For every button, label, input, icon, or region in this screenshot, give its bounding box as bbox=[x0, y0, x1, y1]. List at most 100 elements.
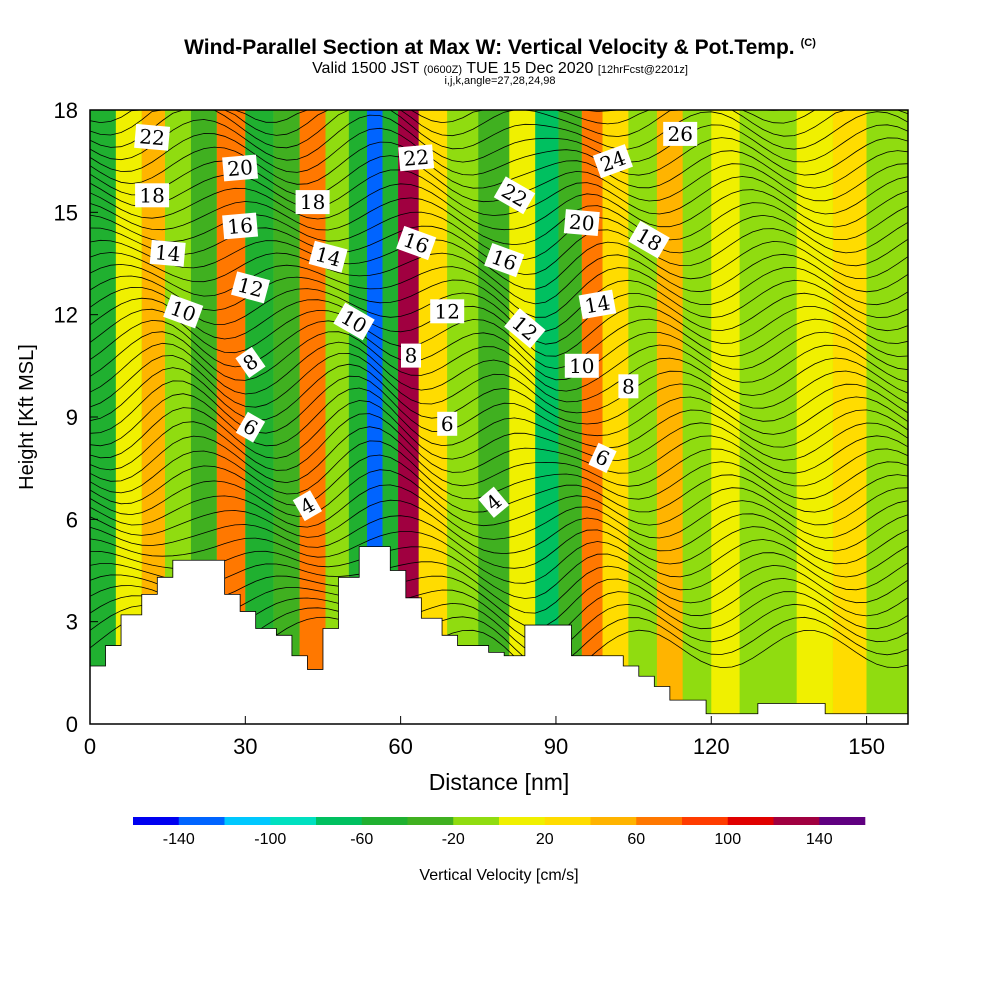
terrain-layer bbox=[89, 546, 909, 725]
valid-date: TUE 15 Dec 2020 bbox=[466, 60, 594, 77]
colorbar-swatch bbox=[270, 817, 317, 825]
isentrope-label-box bbox=[663, 121, 698, 146]
isentrope-line bbox=[89, 141, 909, 189]
y-axis-title: Height [Kft MSL] bbox=[16, 344, 38, 490]
isentrope-label: 16 bbox=[396, 225, 437, 261]
colorbar-tick-label: -60 bbox=[350, 831, 373, 848]
isentrope-label-box bbox=[134, 123, 171, 151]
colorbar-swatch bbox=[133, 817, 180, 825]
isentrope-label-text: 12 bbox=[434, 299, 459, 323]
isentrope-label-box bbox=[564, 353, 599, 378]
velocity-column bbox=[558, 110, 582, 724]
copyright-mark: (C) bbox=[800, 37, 816, 49]
velocity-column bbox=[628, 110, 657, 724]
colorbar-swatch bbox=[636, 817, 683, 825]
isentrope-label-box bbox=[222, 212, 259, 240]
isentrope-label: 10 bbox=[564, 353, 599, 378]
isentrope-line bbox=[89, 239, 909, 290]
colorbar-swatch bbox=[590, 817, 637, 825]
forecast-info: [12hrFcst@2201z] bbox=[597, 64, 688, 76]
isentrope-label: 20 bbox=[563, 209, 600, 237]
colorbar-swatch bbox=[361, 817, 408, 825]
colorbar-swatch bbox=[407, 817, 454, 825]
y-tick-label: 18 bbox=[54, 98, 78, 123]
chart-subtitle: Valid 1500 JST (0600Z) TUE 15 Dec 2020 [… bbox=[0, 60, 1000, 78]
isentrope-line bbox=[89, 413, 909, 474]
isentrope-line bbox=[89, 499, 909, 555]
isentrope-label: 16 bbox=[222, 212, 259, 240]
isentrope-line bbox=[89, 375, 909, 437]
isentrope-label-box bbox=[163, 294, 204, 329]
isentrope-label-box bbox=[484, 243, 525, 278]
velocity-column bbox=[273, 110, 300, 724]
isentrope-label-text: 22 bbox=[138, 124, 165, 150]
velocity-column bbox=[796, 110, 833, 724]
colorbar-swatch bbox=[819, 817, 866, 825]
isentrope-label: 18 bbox=[295, 190, 330, 215]
isentrope-label: 26 bbox=[663, 121, 698, 146]
x-axis: 0 30 60 90 120 150 bbox=[84, 716, 885, 759]
x-tick-label: 90 bbox=[544, 734, 568, 759]
colorbar-tick-label: 20 bbox=[536, 831, 554, 848]
colorbar-swatch bbox=[682, 817, 729, 825]
isentrope-label: 12 bbox=[230, 271, 271, 304]
velocity-column bbox=[765, 110, 797, 724]
isentrope-line bbox=[89, 484, 909, 540]
isentrope-label-box bbox=[308, 240, 348, 273]
x-tick-label: 0 bbox=[84, 734, 96, 759]
isentrope-line bbox=[89, 109, 909, 150]
isentrope-label: 8 bbox=[401, 343, 421, 368]
isentrope-label: 14 bbox=[149, 239, 186, 267]
y-tick-label: 15 bbox=[54, 200, 78, 225]
isentrope-label: 18 bbox=[135, 183, 170, 208]
isentrope-line bbox=[89, 127, 909, 176]
y-tick-label: 6 bbox=[66, 507, 78, 532]
isentrope-label-box bbox=[235, 346, 266, 378]
isentrope-label-text: 18 bbox=[139, 183, 164, 207]
isentrope-labels-layer: 2218141020161286181441022168126221612420… bbox=[134, 121, 698, 522]
terrain-mask bbox=[89, 546, 909, 725]
isentrope-line bbox=[89, 387, 909, 449]
colorbar-swatch bbox=[178, 817, 225, 825]
isentrope-label-text: 8 bbox=[405, 344, 418, 368]
isentrope-label: 4 bbox=[292, 490, 323, 522]
colorbar-title: Vertical Velocity [cm/s] bbox=[419, 867, 578, 884]
isentrope-label: 6 bbox=[588, 442, 617, 474]
isentrope-label-text: 26 bbox=[667, 122, 692, 146]
valid-utc: (0600Z) bbox=[423, 64, 463, 76]
colorbar-swatch bbox=[544, 817, 591, 825]
isentrope-line bbox=[89, 531, 909, 584]
isentrope-label-box bbox=[578, 289, 617, 320]
isentrope-label: 12 bbox=[430, 299, 465, 324]
isentrope-line bbox=[89, 308, 909, 370]
isentrope-line bbox=[89, 275, 909, 332]
isentrope-line bbox=[89, 515, 909, 569]
isentrope-line bbox=[89, 319, 909, 381]
colorbar-tick-label: -140 bbox=[163, 831, 195, 848]
isentrope-label: 12 bbox=[504, 308, 546, 349]
isentrope-label-text: 10 bbox=[569, 354, 594, 378]
isentrope-line bbox=[89, 341, 909, 403]
isentrope-label: 22 bbox=[398, 144, 435, 172]
isentrope-line bbox=[89, 400, 909, 461]
isentrope-label-box bbox=[398, 144, 435, 172]
isentrope-line bbox=[89, 183, 909, 231]
isentrope-label-box bbox=[493, 176, 536, 215]
isentrope-label-box bbox=[628, 220, 670, 259]
isentrope-label-box bbox=[592, 144, 633, 179]
isentrope-label-box bbox=[235, 411, 266, 443]
isentrope-label-text: 16 bbox=[226, 213, 253, 239]
isentrope-label: 20 bbox=[222, 154, 259, 182]
y-tick-label: 9 bbox=[66, 405, 78, 430]
chart-title: Wind-Parallel Section at Max W: Vertical… bbox=[0, 36, 1000, 60]
isentrope-line bbox=[89, 109, 909, 137]
isentrope-label-box bbox=[222, 154, 259, 182]
isentrope-label-box bbox=[430, 299, 465, 324]
colorbar-tick-label: -100 bbox=[254, 831, 286, 848]
x-axis-title: Distance [nm] bbox=[429, 769, 570, 795]
isentrope-label: 6 bbox=[437, 411, 458, 436]
valid-time: Valid 1500 JST bbox=[312, 60, 420, 77]
colorbar-tick-label: 140 bbox=[806, 831, 833, 848]
isentrope-label-box bbox=[504, 308, 546, 349]
